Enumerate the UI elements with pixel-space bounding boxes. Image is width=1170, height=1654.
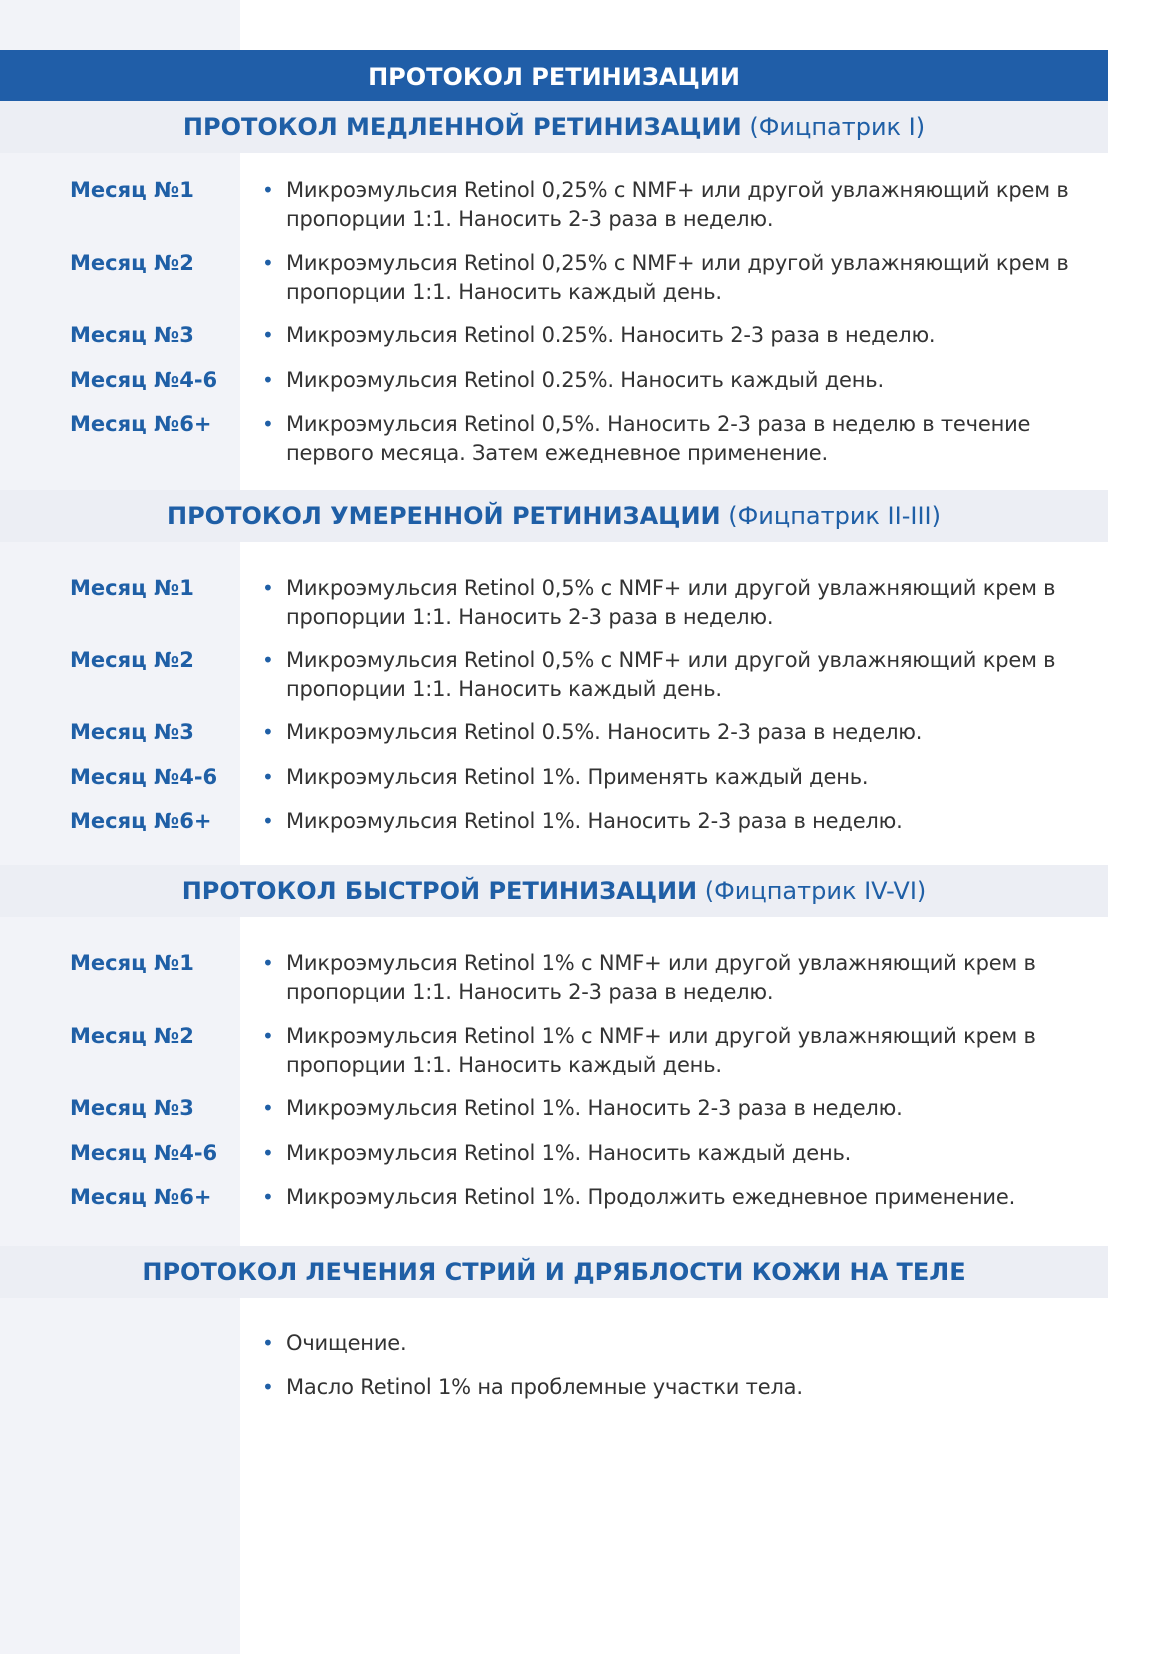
bullet-icon: • [262,765,274,789]
item-text: Микроэмульсия Retinol 0,25% с NMF+ или д… [286,178,1069,231]
bullet-icon: • [262,1331,274,1355]
month-label: Месяц №2 [70,648,194,672]
item-text: Микроэмульсия Retinol 1%. Применять кажд… [286,765,869,789]
bullet-icon: • [262,951,274,975]
left-column-background [0,0,240,1654]
month-label: Месяц №3 [70,1096,194,1120]
page-title: ПРОТОКОЛ РЕТИНИЗАЦИИ [0,50,1108,101]
item-text: Микроэмульсия Retinol 0.25%. Наносить ка… [286,368,884,392]
bullet-icon: • [262,368,274,392]
month-label: Месяц №6+ [70,809,212,833]
item-text: Микроэмульсия Retinol 0,5% с NMF+ или др… [286,576,1056,629]
section-subtitle: (Фицпатрик IV-VI) [704,877,927,905]
bullet-icon: • [262,648,274,672]
bullet-icon: • [262,1185,274,1209]
section-title: ПРОТОКОЛ ЛЕЧЕНИЯ СТРИЙ И ДРЯБЛОСТИ КОЖИ … [142,1258,966,1286]
month-label: Месяц №1 [70,951,194,975]
section-subtitle: (Фицпатрик I) [749,113,926,141]
bullet-icon: • [262,323,274,347]
section-title: ПРОТОКОЛ УМЕРЕННОЙ РЕТИНИЗАЦИИ [167,502,721,530]
item-text: Микроэмульсия Retinol 0,5% с NMF+ или др… [286,648,1056,701]
bullet-icon: • [262,1096,274,1120]
bullet-icon: • [262,1375,274,1399]
item-text: Микроэмульсия Retinol 1% с NMF+ или друг… [286,951,1036,1004]
item-text: Микроэмульсия Retinol 1%. Наносить кажды… [286,1141,852,1165]
bullet-icon: • [262,251,274,275]
section-header: ПРОТОКОЛ МЕДЛЕННОЙ РЕТИНИЗАЦИИ (Фицпатри… [0,101,1108,153]
month-label: Месяц №4-6 [70,765,218,789]
month-label: Месяц №2 [70,1024,194,1048]
bullet-icon: • [262,412,274,436]
month-label: Месяц №3 [70,323,194,347]
month-label: Месяц №2 [70,251,194,275]
month-label: Месяц №1 [70,178,194,202]
month-label: Месяц №6+ [70,412,212,436]
item-text: Микроэмульсия Retinol 1% с NMF+ или друг… [286,1024,1036,1077]
section-header: ПРОТОКОЛ УМЕРЕННОЙ РЕТИНИЗАЦИИ (Фицпатри… [0,490,1108,542]
item-text: Микроэмульсия Retinol 0,5%. Наносить 2-3… [286,412,1031,465]
item-text: Микроэмульсия Retinol 0.5%. Наносить 2-3… [286,720,923,744]
item-text: Микроэмульсия Retinol 0,25% с NMF+ или д… [286,251,1069,304]
section-title: ПРОТОКОЛ БЫСТРОЙ РЕТИНИЗАЦИИ [181,877,698,905]
bullet-icon: • [262,1024,274,1048]
item-text: Микроэмульсия Retinol 1%. Наносить 2-3 р… [286,809,903,833]
month-label: Месяц №1 [70,576,194,600]
bullet-icon: • [262,809,274,833]
item-text: Очищение. [286,1331,407,1355]
bullet-icon: • [262,1141,274,1165]
month-label: Месяц №3 [70,720,194,744]
bullet-icon: • [262,720,274,744]
section-title: ПРОТОКОЛ МЕДЛЕННОЙ РЕТИНИЗАЦИИ [182,113,742,141]
section-subtitle: (Фицпатрик II-III) [728,502,941,530]
month-label: Месяц №6+ [70,1185,212,1209]
item-text: Микроэмульсия Retinol 0.25%. Наносить 2-… [286,323,936,347]
item-text: Масло Retinol 1% на проблемные участки т… [286,1375,803,1399]
bullet-icon: • [262,576,274,600]
section-header: ПРОТОКОЛ БЫСТРОЙ РЕТИНИЗАЦИИ (Фицпатрик … [0,865,1108,917]
item-text: Микроэмульсия Retinol 1%. Продолжить еже… [286,1185,1016,1209]
month-label: Месяц №4-6 [70,1141,218,1165]
item-text: Микроэмульсия Retinol 1%. Наносить 2-3 р… [286,1096,903,1120]
section-header: ПРОТОКОЛ ЛЕЧЕНИЯ СТРИЙ И ДРЯБЛОСТИ КОЖИ … [0,1246,1108,1298]
bullet-icon: • [262,178,274,202]
month-label: Месяц №4-6 [70,368,218,392]
